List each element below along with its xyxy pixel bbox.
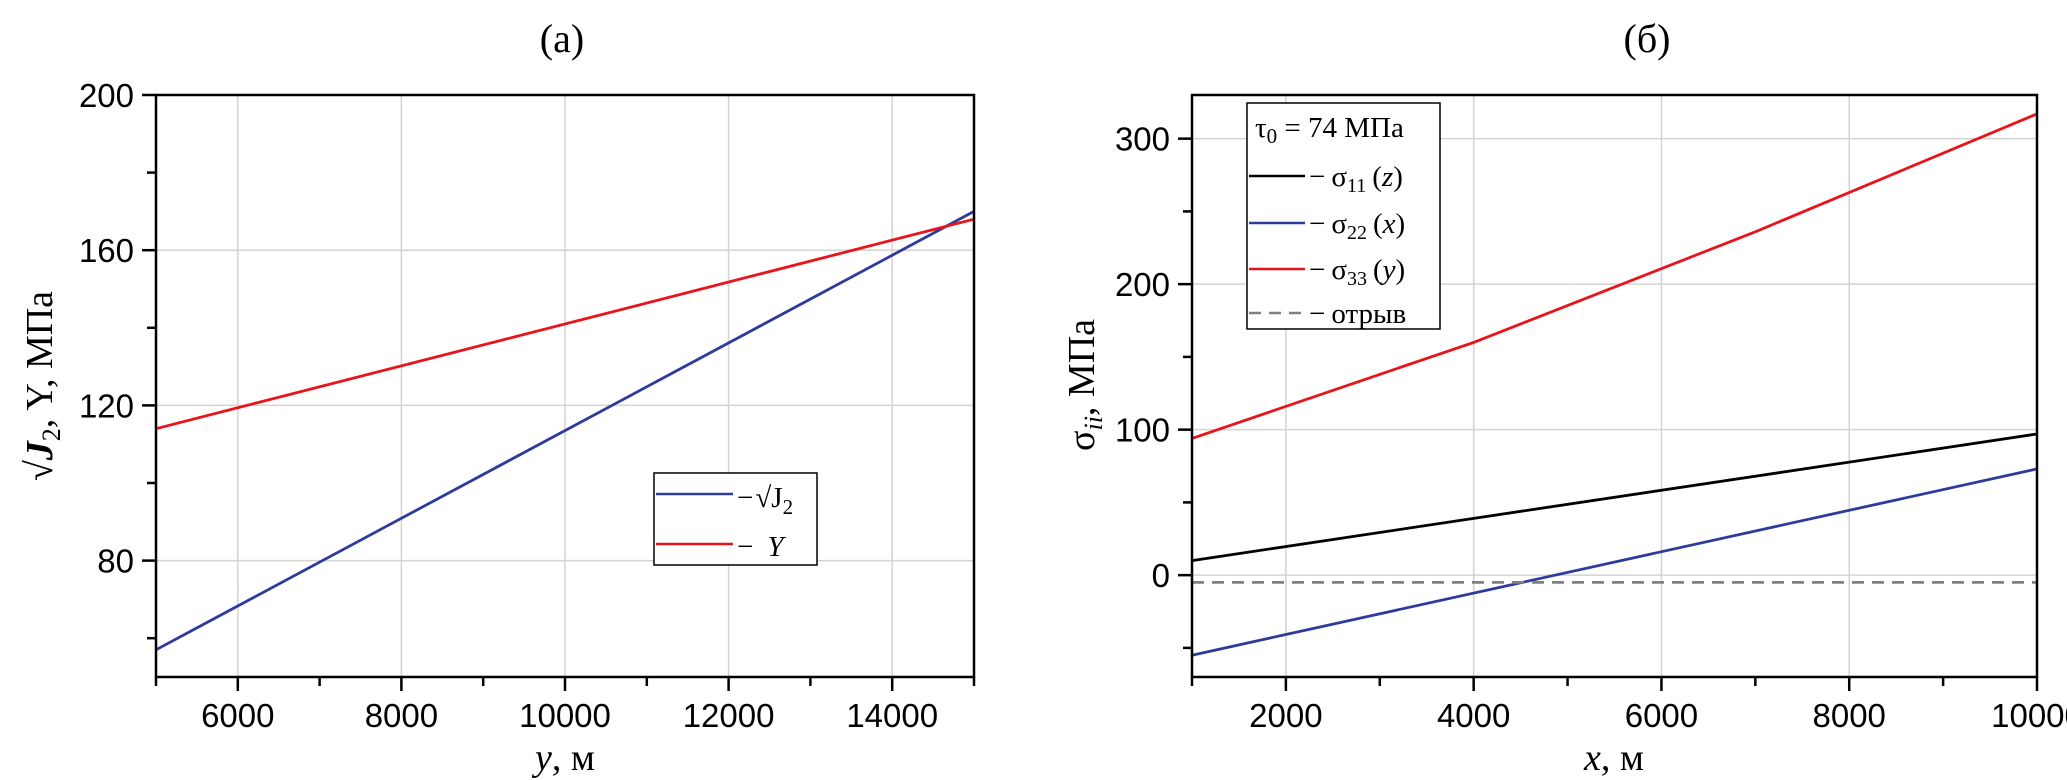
chart-a-ytick-label: 200 [79,77,134,114]
chart-b-ytick-label: 300 [1115,121,1170,158]
chart-b: (б) 2000400060008000100000100200300 σii,… [1061,16,2067,779]
chart-a-xlabel-var: y [531,737,552,779]
chart-b-legend-sub: 33 [1347,268,1367,290]
chart-a-legend-dash: − [737,482,753,514]
chart-b-xlabel-unit: , м [1601,737,1644,779]
chart-a-legend: −√J2 − Y [653,472,818,566]
chart-a-legend-sub: 2 [783,495,794,519]
chart-b-legend-name: σ [1331,161,1347,193]
chart-b-xtick-label: 6000 [1625,697,1698,734]
chart-a-legend-box [653,472,818,566]
chart-a-legend-name: √J [755,482,782,514]
chart-b-legend-header: τ0 = 74 МПа [1255,112,1404,148]
chart-a-ylabel: √J2, Y, МПа [19,291,66,481]
chart-a-plot-area [155,210,975,652]
chart-a-ytick-label: 120 [79,387,134,424]
chart-b-xlabel-var: x [1583,737,1601,779]
chart-b-ytick-label: 100 [1115,412,1170,449]
chart-b-ytick-label: 200 [1115,266,1170,303]
chart-b-legend-label-otryv: − отрыв [1309,298,1406,330]
chart-b-legend-arg: y [1380,254,1396,286]
chart-a-series-line-2 [155,217,975,431]
chart-a-ytick-label: 80 [97,543,134,580]
chart-a-ylabel-j: J [19,440,61,461]
chart-a-xtick-label: 14000 [846,697,938,734]
chart-b-series-line-1 [1191,432,2038,562]
chart-b-ylabel-sigma: σ [1061,431,1103,451]
chart-b-legend-arg: x [1382,208,1396,240]
chart-a: (а) 6000 8000 10000 12000 14000 80 120 160 200 √… [19,16,976,779]
chart-a-series-line-1 [155,210,975,652]
chart-b-xtick-label: 4000 [1437,697,1510,734]
chart-b-xtick-label: 10000 [1991,697,2067,734]
chart-b-legend-sub: 11 [1347,175,1366,197]
chart-b-legend-header-sub: 0 [1267,124,1278,148]
chart-b-legend-sub: 22 [1347,222,1367,244]
chart-a-grid [156,94,974,677]
chart-a-legend-label-sqrtj2: −√J2 [737,482,793,519]
chart-b-legend: τ0 = 74 МПа − σ11 (z) − σ22 (x) − σ33 (y) − отр… [1246,102,1441,330]
chart-b-legend-name: отрыв [1331,298,1406,330]
chart-b-title: (б) [1624,16,1671,61]
chart-a-xlabel: y, м [531,737,595,779]
chart-a-legend-label-y: − Y [737,531,786,563]
chart-b-legend-name: σ [1331,254,1347,286]
chart-b-legend-dash: − [1309,298,1325,330]
chart-b-ylabel-sub: ii [1079,416,1108,430]
chart-b-ytick-label: 0 [1152,557,1170,594]
chart-a-title: (а) [540,16,584,61]
chart-a-xtick-label: 10000 [519,697,611,734]
chart-a-ylabel-sqrt: √ [19,460,61,481]
chart-b-legend-header-tau: τ [1255,112,1267,144]
chart-a-ticks: 6000 8000 10000 12000 14000 80 120 160 200 [79,77,976,734]
chart-b-legend-box [1246,102,1441,330]
chart-a-xlabel-unit: , м [552,737,595,779]
chart-b-legend-label-s33: − σ33 (y) [1309,254,1405,290]
chart-b-series-line-2 [1191,467,2038,657]
chart-b-legend-label-s11: − σ11 (z) [1309,161,1403,197]
chart-b-frame [1190,93,2039,679]
chart-b-ylabel: σii, МПа [1061,319,1108,451]
chart-b-legend-dash: − [1309,254,1325,286]
chart-b-ylabel-rest: , МПа [1061,319,1103,416]
chart-a-xtick-label: 6000 [201,697,274,734]
chart-b-legend-header-rest: = 74 МПа [1277,112,1404,144]
chart-b-legend-label-s22: − σ22 (x) [1309,208,1405,244]
chart-a-ytick-label: 160 [79,232,134,269]
chart-a-legend-name: Y [767,531,786,563]
chart-b-plot-area [1191,112,2038,657]
chart-b-xlabel: x, м [1583,737,1644,779]
chart-b-ticks: 2000 4000 6000 8000 10000 0 100 200 300 [1115,121,2067,734]
chart-a-ylabel-sub: 2 [37,428,66,441]
chart-a-ylabel-rest: , Y, МПа [19,291,61,428]
chart-b-xtick-label: 8000 [1813,697,1886,734]
chart-b-legend-arg: z [1381,161,1393,193]
chart-b-series-line-3 [1191,112,2038,440]
chart-b-legend-dash: − [1309,161,1325,193]
chart-b-legend-dash: − [1309,208,1325,240]
chart-a-xtick-label: 12000 [683,697,775,734]
chart-a-legend-dash: − [737,531,753,563]
chart-a-xtick-label: 8000 [365,697,438,734]
chart-b-xtick-label: 2000 [1249,697,1322,734]
chart-b-legend-name: σ [1331,208,1347,240]
